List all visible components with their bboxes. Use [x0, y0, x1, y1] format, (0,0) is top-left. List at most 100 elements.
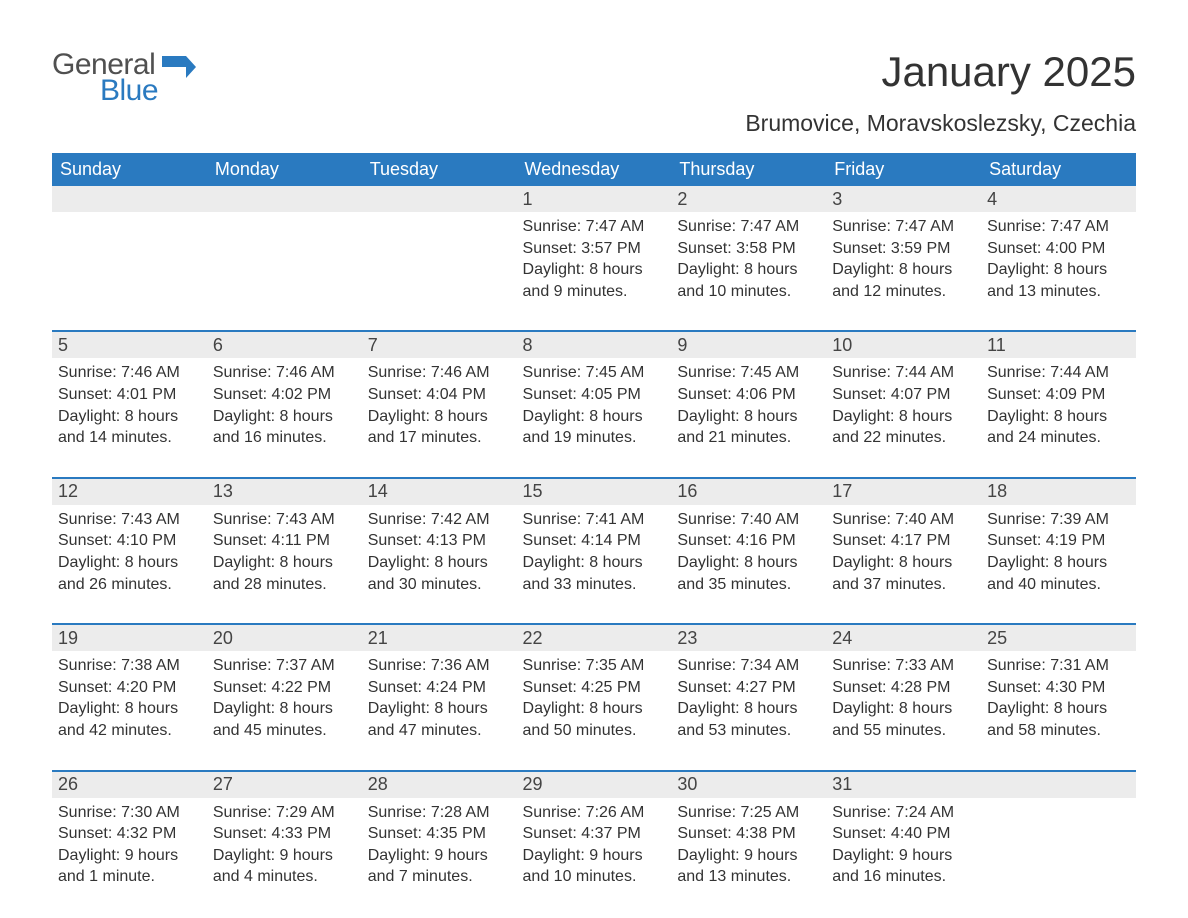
- sunrise-line: Sunrise: 7:26 AM: [523, 802, 666, 824]
- sunset-line: Sunset: 4:01 PM: [58, 384, 201, 406]
- day-number: 20: [207, 625, 362, 651]
- detail-row: Sunrise: 7:30 AMSunset: 4:32 PMDaylight:…: [52, 798, 1136, 910]
- day-number: 23: [671, 625, 826, 651]
- daylight-line: Daylight: 8 hours and 55 minutes.: [832, 698, 975, 741]
- sunrise-line: Sunrise: 7:44 AM: [832, 362, 975, 384]
- sunrise-line: Sunrise: 7:31 AM: [987, 655, 1130, 677]
- sunrise-line: Sunrise: 7:24 AM: [832, 802, 975, 824]
- sunrise-line: Sunrise: 7:47 AM: [987, 216, 1130, 238]
- sunset-line: Sunset: 4:06 PM: [677, 384, 820, 406]
- day-number: 3: [826, 186, 981, 212]
- day-detail: Sunrise: 7:25 AMSunset: 4:38 PMDaylight:…: [671, 798, 826, 910]
- day-detail: Sunrise: 7:40 AMSunset: 4:16 PMDaylight:…: [671, 505, 826, 624]
- sunset-line: Sunset: 4:19 PM: [987, 530, 1130, 552]
- sunset-line: Sunset: 4:38 PM: [677, 823, 820, 845]
- sunrise-line: Sunrise: 7:47 AM: [832, 216, 975, 238]
- detail-row: Sunrise: 7:46 AMSunset: 4:01 PMDaylight:…: [52, 358, 1136, 477]
- day-detail: Sunrise: 7:33 AMSunset: 4:28 PMDaylight:…: [826, 651, 981, 770]
- sunrise-line: Sunrise: 7:39 AM: [987, 509, 1130, 531]
- sunrise-line: Sunrise: 7:29 AM: [213, 802, 356, 824]
- day-detail: Sunrise: 7:47 AMSunset: 4:00 PMDaylight:…: [981, 212, 1136, 331]
- day-number: 16: [671, 479, 826, 505]
- daylight-line: Daylight: 8 hours and 9 minutes.: [523, 259, 666, 302]
- logo-word-blue: Blue: [100, 74, 158, 108]
- day-detail: Sunrise: 7:45 AMSunset: 4:06 PMDaylight:…: [671, 358, 826, 477]
- day-detail: Sunrise: 7:43 AMSunset: 4:10 PMDaylight:…: [52, 505, 207, 624]
- dow-monday: Monday: [207, 153, 362, 186]
- sunset-line: Sunset: 4:14 PM: [523, 530, 666, 552]
- detail-row: Sunrise: 7:47 AMSunset: 3:57 PMDaylight:…: [52, 212, 1136, 331]
- sunrise-line: Sunrise: 7:28 AM: [368, 802, 511, 824]
- day-of-week-row: SundayMondayTuesdayWednesdayThursdayFrid…: [52, 153, 1136, 186]
- daylight-line: Daylight: 9 hours and 7 minutes.: [368, 845, 511, 888]
- dow-wednesday: Wednesday: [517, 153, 672, 186]
- sunset-line: Sunset: 4:32 PM: [58, 823, 201, 845]
- sunset-line: Sunset: 4:17 PM: [832, 530, 975, 552]
- day-detail: Sunrise: 7:46 AMSunset: 4:02 PMDaylight:…: [207, 358, 362, 477]
- empty-day-detail: [362, 212, 517, 331]
- sunrise-line: Sunrise: 7:47 AM: [677, 216, 820, 238]
- sunset-line: Sunset: 4:33 PM: [213, 823, 356, 845]
- day-number: 4: [981, 186, 1136, 212]
- day-number: 22: [517, 625, 672, 651]
- day-detail: Sunrise: 7:28 AMSunset: 4:35 PMDaylight:…: [362, 798, 517, 910]
- day-number: 25: [981, 625, 1136, 651]
- day-number: 14: [362, 479, 517, 505]
- sunset-line: Sunset: 4:16 PM: [677, 530, 820, 552]
- sunrise-line: Sunrise: 7:47 AM: [523, 216, 666, 238]
- daylight-line: Daylight: 8 hours and 30 minutes.: [368, 552, 511, 595]
- dow-tuesday: Tuesday: [362, 153, 517, 186]
- location-subtitle: Brumovice, Moravskoslezsky, Czechia: [745, 110, 1136, 137]
- dow-thursday: Thursday: [671, 153, 826, 186]
- daylight-line: Daylight: 8 hours and 19 minutes.: [523, 406, 666, 449]
- sunrise-line: Sunrise: 7:40 AM: [832, 509, 975, 531]
- empty-day-number: [362, 186, 517, 212]
- day-number: 2: [671, 186, 826, 212]
- sunrise-line: Sunrise: 7:38 AM: [58, 655, 201, 677]
- month-title: January 2025: [745, 48, 1136, 96]
- detail-row: Sunrise: 7:43 AMSunset: 4:10 PMDaylight:…: [52, 505, 1136, 624]
- title-block: January 2025 Brumovice, Moravskoslezsky,…: [745, 48, 1136, 149]
- sunset-line: Sunset: 4:10 PM: [58, 530, 201, 552]
- empty-day-detail: [981, 798, 1136, 910]
- sunset-line: Sunset: 4:20 PM: [58, 677, 201, 699]
- day-detail: Sunrise: 7:34 AMSunset: 4:27 PMDaylight:…: [671, 651, 826, 770]
- empty-day-detail: [52, 212, 207, 331]
- sunrise-line: Sunrise: 7:45 AM: [677, 362, 820, 384]
- day-number: 12: [52, 479, 207, 505]
- day-detail: Sunrise: 7:37 AMSunset: 4:22 PMDaylight:…: [207, 651, 362, 770]
- daylight-line: Daylight: 8 hours and 14 minutes.: [58, 406, 201, 449]
- day-detail: Sunrise: 7:41 AMSunset: 4:14 PMDaylight:…: [517, 505, 672, 624]
- sunset-line: Sunset: 4:00 PM: [987, 238, 1130, 260]
- daylight-line: Daylight: 8 hours and 24 minutes.: [987, 406, 1130, 449]
- logo: General Blue: [52, 48, 196, 108]
- sunset-line: Sunset: 4:40 PM: [832, 823, 975, 845]
- day-detail: Sunrise: 7:36 AMSunset: 4:24 PMDaylight:…: [362, 651, 517, 770]
- daylight-line: Daylight: 8 hours and 47 minutes.: [368, 698, 511, 741]
- sunset-line: Sunset: 4:22 PM: [213, 677, 356, 699]
- calendar-table: SundayMondayTuesdayWednesdayThursdayFrid…: [52, 153, 1136, 910]
- sunset-line: Sunset: 4:25 PM: [523, 677, 666, 699]
- daylight-line: Daylight: 8 hours and 17 minutes.: [368, 406, 511, 449]
- sunrise-line: Sunrise: 7:44 AM: [987, 362, 1130, 384]
- day-detail: Sunrise: 7:31 AMSunset: 4:30 PMDaylight:…: [981, 651, 1136, 770]
- daylight-line: Daylight: 8 hours and 33 minutes.: [523, 552, 666, 595]
- day-detail: Sunrise: 7:44 AMSunset: 4:07 PMDaylight:…: [826, 358, 981, 477]
- daylight-line: Daylight: 8 hours and 10 minutes.: [677, 259, 820, 302]
- day-number: 10: [826, 332, 981, 358]
- sunrise-line: Sunrise: 7:40 AM: [677, 509, 820, 531]
- sunset-line: Sunset: 3:59 PM: [832, 238, 975, 260]
- day-detail: Sunrise: 7:26 AMSunset: 4:37 PMDaylight:…: [517, 798, 672, 910]
- daylight-line: Daylight: 8 hours and 45 minutes.: [213, 698, 356, 741]
- sunset-line: Sunset: 4:24 PM: [368, 677, 511, 699]
- daylight-line: Daylight: 8 hours and 42 minutes.: [58, 698, 201, 741]
- day-detail: Sunrise: 7:46 AMSunset: 4:01 PMDaylight:…: [52, 358, 207, 477]
- dow-saturday: Saturday: [981, 153, 1136, 186]
- daylight-line: Daylight: 8 hours and 35 minutes.: [677, 552, 820, 595]
- empty-day-number: [981, 772, 1136, 798]
- day-number: 7: [362, 332, 517, 358]
- daylight-line: Daylight: 8 hours and 26 minutes.: [58, 552, 201, 595]
- sunrise-line: Sunrise: 7:37 AM: [213, 655, 356, 677]
- daylight-line: Daylight: 8 hours and 58 minutes.: [987, 698, 1130, 741]
- day-detail: Sunrise: 7:45 AMSunset: 4:05 PMDaylight:…: [517, 358, 672, 477]
